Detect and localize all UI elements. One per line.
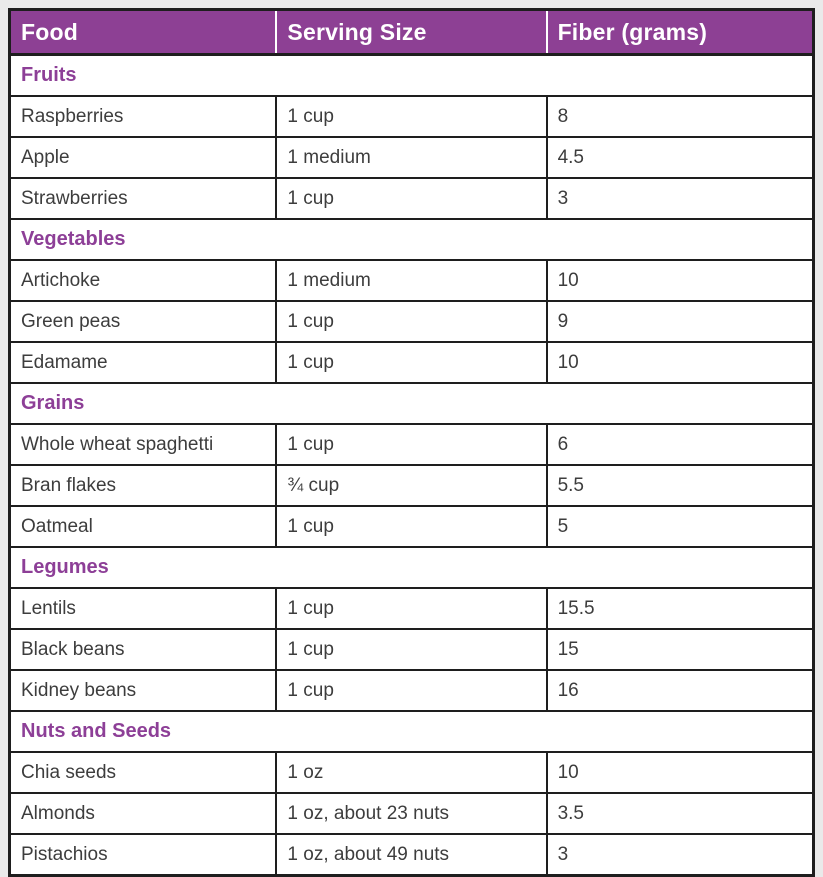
- fiber-cell: 5: [545, 505, 815, 548]
- serving-size-cell: 1 cup: [275, 587, 548, 630]
- serving-size-cell: 1 cup: [275, 341, 548, 384]
- category-row: Nuts and Seeds: [8, 710, 815, 753]
- category-label: Fruits: [8, 53, 815, 97]
- serving-size-cell: 1 medium: [275, 136, 548, 179]
- table-row: Raspberries 1 cup 8: [8, 95, 815, 138]
- food-cell: Artichoke: [8, 259, 278, 302]
- serving-size-cell: 1 cup: [275, 669, 548, 712]
- serving-size-cell: 1 cup: [275, 628, 548, 671]
- fiber-cell: 4.5: [545, 136, 815, 179]
- food-cell: Bran flakes: [8, 464, 278, 507]
- table-row: Bran flakes ¾ cup 5.5: [8, 464, 815, 507]
- fiber-cell: 8: [545, 95, 815, 138]
- food-cell: Almonds: [8, 792, 278, 835]
- header-row: Food Serving Size Fiber (grams): [9, 9, 814, 56]
- page: Food Serving Size Fiber (grams) Fruits Ra…: [8, 8, 815, 877]
- table-row: Whole wheat spaghetti 1 cup 6: [8, 423, 815, 466]
- fiber-cell: 15: [545, 628, 815, 671]
- column-header-food: Food: [9, 9, 278, 56]
- table-row: Almonds 1 oz, about 23 nuts 3.5: [8, 792, 815, 835]
- category-row: Grains: [8, 382, 815, 425]
- table-row: Kidney beans 1 cup 16: [8, 669, 815, 712]
- serving-size-cell: ¾ cup: [275, 464, 548, 507]
- column-header-serving-size: Serving Size: [275, 9, 548, 56]
- fiber-cell: 3: [545, 177, 815, 220]
- fiber-cell: 10: [545, 751, 815, 794]
- table-row: Chia seeds 1 oz 10: [8, 751, 815, 794]
- food-cell: Whole wheat spaghetti: [8, 423, 278, 466]
- category-label: Grains: [8, 382, 815, 425]
- serving-size-cell: 1 oz: [275, 751, 548, 794]
- fiber-cell: 3: [545, 833, 815, 877]
- table-row: Artichoke 1 medium 10: [8, 259, 815, 302]
- fiber-cell: 6: [545, 423, 815, 466]
- food-cell: Kidney beans: [8, 669, 278, 712]
- table-row: Apple 1 medium 4.5: [8, 136, 815, 179]
- fiber-cell: 3.5: [545, 792, 815, 835]
- category-label: Vegetables: [8, 218, 815, 261]
- table-row: Black beans 1 cup 15: [8, 628, 815, 671]
- food-cell: Edamame: [8, 341, 278, 384]
- fiber-cell: 10: [545, 259, 815, 302]
- column-header-fiber-grams: Fiber (grams): [545, 9, 814, 56]
- table-body: Fruits Raspberries 1 cup 8 Apple 1 medium 4.5 S…: [8, 53, 815, 877]
- food-cell: Black beans: [8, 628, 278, 671]
- food-cell: Green peas: [8, 300, 278, 343]
- table-row: Green peas 1 cup 9: [8, 300, 815, 343]
- food-cell: Chia seeds: [8, 751, 278, 794]
- fiber-cell: 10: [545, 341, 815, 384]
- serving-size-cell: 1 cup: [275, 300, 548, 343]
- category-row: Fruits: [8, 53, 815, 97]
- serving-size-cell: 1 cup: [275, 423, 548, 466]
- table-row: Strawberries 1 cup 3: [8, 177, 815, 220]
- category-row: Vegetables: [8, 218, 815, 261]
- category-row: Legumes: [8, 546, 815, 589]
- fiber-cell: 16: [545, 669, 815, 712]
- food-cell: Raspberries: [8, 95, 278, 138]
- food-cell: Lentils: [8, 587, 278, 630]
- serving-size-cell: 1 cup: [275, 505, 548, 548]
- table-row: Pistachios 1 oz, about 49 nuts 3: [8, 833, 815, 877]
- serving-size-cell: 1 oz, about 49 nuts: [275, 833, 548, 877]
- serving-size-cell: 1 medium: [275, 259, 548, 302]
- serving-size-cell: 1 cup: [275, 95, 548, 138]
- serving-size-cell: 1 oz, about 23 nuts: [275, 792, 548, 835]
- table-row: Lentils 1 cup 15.5: [8, 587, 815, 630]
- serving-size-cell: 1 cup: [275, 177, 548, 220]
- table-row: Oatmeal 1 cup 5: [8, 505, 815, 548]
- table-row: Edamame 1 cup 10: [8, 341, 815, 384]
- food-cell: Oatmeal: [8, 505, 278, 548]
- fiber-cell: 5.5: [545, 464, 815, 507]
- category-label: Nuts and Seeds: [8, 710, 815, 753]
- fiber-content-table: Food Serving Size Fiber (grams) Fruits Ra…: [8, 8, 815, 877]
- fiber-cell: 15.5: [545, 587, 815, 630]
- food-cell: Apple: [8, 136, 278, 179]
- fiber-cell: 9: [545, 300, 815, 343]
- food-cell: Pistachios: [8, 833, 278, 877]
- food-cell: Strawberries: [8, 177, 278, 220]
- category-label: Legumes: [8, 546, 815, 589]
